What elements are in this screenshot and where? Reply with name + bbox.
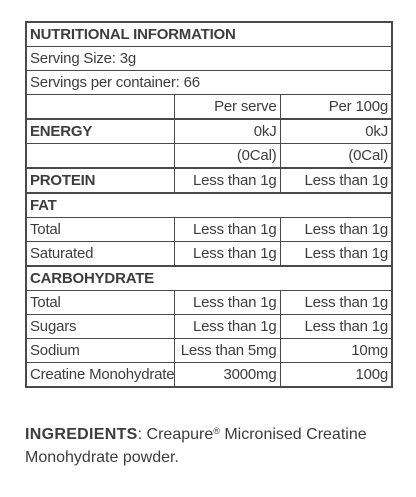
- fat-total-label: Total: [25, 217, 175, 242]
- fat-total-per-100g: Less than 1g: [279, 217, 393, 242]
- creatine-label: Creatine Monohydrate: [25, 362, 175, 388]
- header-blank-cell: [25, 94, 175, 120]
- nutrition-table: NUTRITIONAL INFORMATION Serving Size: 3g…: [25, 21, 394, 388]
- energy-per-serve: 0kJ: [173, 118, 281, 144]
- creatine-per-100g: 100g: [279, 362, 393, 388]
- carbohydrate-total-per-serve: Less than 1g: [173, 290, 281, 315]
- fat-saturated-per-serve: Less than 1g: [173, 241, 281, 267]
- carbohydrate-heading: CARBOHYDRATE: [25, 265, 393, 291]
- servings-per-container: Servings per container: 66: [25, 70, 393, 95]
- sodium-row: Sodium Less than 5mg 10mg: [25, 338, 393, 363]
- column-header-row: Per serve Per 100g: [25, 94, 393, 120]
- table-title: NUTRITIONAL INFORMATION: [25, 21, 393, 47]
- carbohydrate-total-label: Total: [25, 290, 175, 315]
- serving-size: Serving Size: 3g: [25, 46, 393, 71]
- registered-trademark-mark: ®: [213, 426, 220, 436]
- title-row: NUTRITIONAL INFORMATION: [25, 21, 393, 47]
- ingredients-heading: INGREDIENTS: [25, 426, 138, 443]
- protein-per-serve: Less than 1g: [173, 167, 281, 194]
- protein-label: PROTEIN: [25, 167, 175, 194]
- fat-saturated-per-100g: Less than 1g: [279, 241, 393, 267]
- energy-cal-row: (0Cal) (0Cal): [25, 143, 393, 169]
- sugars-per-serve: Less than 1g: [173, 314, 281, 339]
- carbohydrate-total-row: Total Less than 1g Less than 1g: [25, 290, 393, 315]
- sodium-per-100g: 10mg: [279, 338, 393, 363]
- energy-cal-per-serve: (0Cal): [173, 143, 281, 169]
- sodium-label: Sodium: [25, 338, 175, 363]
- ingredients-statement: INGREDIENTS: Creapure® Micronised Creati…: [25, 423, 405, 469]
- fat-heading-row: FAT: [25, 192, 393, 218]
- ingredients-brand: Creapure: [146, 426, 214, 443]
- creatine-row: Creatine Monohydrate 3000mg 100g: [25, 362, 393, 388]
- energy-cal-per-100g: (0Cal): [279, 143, 393, 169]
- carbohydrate-total-per-100g: Less than 1g: [279, 290, 393, 315]
- energy-row: ENERGY 0kJ 0kJ: [25, 118, 393, 144]
- servings-per-container-row: Servings per container: 66: [25, 70, 393, 95]
- fat-saturated-row: Saturated Less than 1g Less than 1g: [25, 241, 393, 267]
- fat-heading: FAT: [25, 192, 393, 218]
- protein-row: PROTEIN Less than 1g Less than 1g: [25, 167, 393, 194]
- sugars-row: Sugars Less than 1g Less than 1g: [25, 314, 393, 339]
- energy-per-100g: 0kJ: [279, 118, 393, 144]
- ingredients-colon: :: [137, 426, 147, 443]
- protein-per-100g: Less than 1g: [279, 167, 393, 194]
- fat-total-per-serve: Less than 1g: [173, 217, 281, 242]
- fat-saturated-label: Saturated: [25, 241, 175, 267]
- header-per-serve: Per serve: [173, 94, 281, 120]
- sugars-per-100g: Less than 1g: [279, 314, 393, 339]
- header-per-100g: Per 100g: [279, 94, 393, 120]
- carbohydrate-heading-row: CARBOHYDRATE: [25, 265, 393, 291]
- ingredients-text: Micronised Creatine Monohydrate powder.: [25, 426, 367, 466]
- fat-total-row: Total Less than 1g Less than 1g: [25, 217, 393, 242]
- sodium-per-serve: Less than 5mg: [173, 338, 281, 363]
- serving-size-row: Serving Size: 3g: [25, 46, 393, 71]
- creatine-per-serve: 3000mg: [173, 362, 281, 388]
- sugars-label: Sugars: [25, 314, 175, 339]
- energy-cal-blank-cell: [25, 143, 175, 169]
- energy-label: ENERGY: [25, 118, 175, 144]
